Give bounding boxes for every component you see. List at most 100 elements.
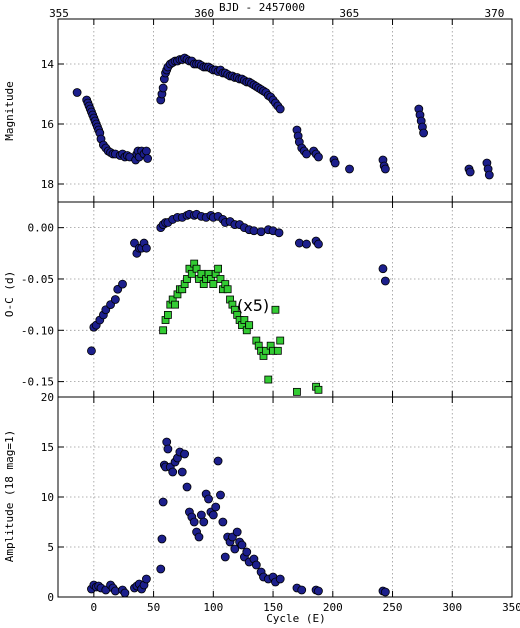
- magnitude-point: [330, 158, 340, 168]
- o-c-superhump-point: [240, 316, 249, 324]
- magnitude-point: [419, 128, 428, 138]
- plot-frame: [57, 201, 513, 398]
- amplitude-point: [142, 574, 151, 584]
- amplitude-point: [237, 540, 247, 550]
- cycle-tick-label: 100: [203, 601, 223, 614]
- amplitude-point: [218, 517, 228, 527]
- amplitude-axis-label: Amplitude (18 mag=1): [3, 430, 16, 562]
- amplitude-point: [297, 585, 307, 595]
- amplitude-point: [213, 456, 223, 466]
- o-c-point: [256, 227, 266, 237]
- cycle-tick-label: 50: [147, 601, 160, 614]
- amplitude-point: [182, 482, 192, 492]
- o-c-point: [118, 279, 127, 289]
- amplitude-point: [168, 467, 178, 477]
- amplitude-point: [242, 547, 252, 557]
- o-c-axis-label: O-C (d): [3, 271, 16, 317]
- magnitude-point: [143, 154, 153, 163]
- bjd-tick-label: 355: [49, 7, 69, 20]
- o-c-tick-label: -0.10: [21, 324, 54, 337]
- o-c-panel: 0.00 -0.05 -0.10 -0.15: [21, 201, 513, 398]
- amplitude-point: [157, 534, 167, 544]
- magnitude-panel: 141618355360365370375: [41, 7, 513, 203]
- bjd-tick-label: 365: [339, 7, 359, 20]
- o-c-point: [110, 295, 120, 304]
- amplitude-point: [232, 527, 242, 537]
- magnitude-point: [465, 167, 475, 177]
- o-c-superhump-point: [293, 387, 301, 396]
- amplitude-tick-label: 0: [47, 591, 54, 604]
- o-c-superhump-point: [164, 310, 172, 319]
- o-c-point: [302, 239, 311, 249]
- cycle-tick-label: 300: [442, 601, 462, 614]
- o-c-point: [249, 226, 259, 236]
- cycle-tick-label: 350: [502, 601, 520, 614]
- cycle-tick-label: 150: [263, 601, 283, 614]
- plot-frame: [57, 396, 513, 598]
- magnitude-point: [142, 146, 151, 156]
- o-c-tick-label: -0.15: [21, 376, 54, 389]
- o-c-superhump-point: [273, 346, 282, 355]
- cycle-tick-label: 200: [323, 601, 343, 614]
- cycle-axis-label: Cycle (E): [266, 612, 326, 625]
- o-c-superhump-point: [216, 275, 225, 283]
- magnitude-point: [345, 164, 354, 174]
- amplitude-point: [189, 517, 199, 527]
- magnitude-tick-label: 14: [41, 58, 55, 71]
- o-c-superhump-point: [159, 326, 168, 335]
- magnitude-point: [72, 88, 82, 97]
- o-c-point: [314, 239, 323, 249]
- amplitude-point: [211, 502, 221, 512]
- amplitude-point: [177, 467, 187, 477]
- magnitude-point: [484, 170, 494, 180]
- amplitude-tick-label: 15: [41, 441, 54, 454]
- o-c-tick-label: 0.00: [28, 222, 55, 235]
- amplitude-point: [163, 444, 173, 454]
- o-c-superhump-point: [271, 305, 280, 314]
- o-c-superhump-point: [209, 280, 218, 289]
- amplitude-point: [180, 449, 190, 459]
- amplitude-point: [120, 588, 130, 598]
- o-c-superhump-point: [245, 321, 254, 330]
- o-c-superhump-point: [314, 385, 323, 394]
- amplitude-tick-label: 10: [41, 491, 54, 504]
- amplitude-point: [158, 497, 168, 507]
- top-axis-label: BJD - 2457000: [219, 1, 305, 14]
- bjd-tick-label: 360: [194, 7, 214, 20]
- amplitude-point: [194, 532, 204, 542]
- o-c-superhump-point: [171, 300, 179, 309]
- magnitude-axis-label: Magnitude: [3, 81, 16, 141]
- magnitude-point: [158, 83, 168, 93]
- magnitude-point: [380, 164, 390, 174]
- o-c-superhump-point: [192, 264, 201, 273]
- magnitude-tick-label: 16: [41, 118, 54, 131]
- amplitude-point: [156, 564, 166, 574]
- amplitude-point: [220, 552, 230, 562]
- magnitude-tick-label: 18: [41, 178, 54, 191]
- bjd-tick-label: 370: [485, 7, 505, 20]
- amplitude-point: [230, 544, 240, 554]
- amplitude-point: [208, 510, 218, 520]
- o-c-superhump-point: [183, 275, 191, 283]
- o-c-point: [142, 243, 151, 253]
- o-c-superhump-point: [214, 264, 222, 273]
- amplitude-point: [110, 586, 120, 596]
- plot-frame: [57, 18, 513, 203]
- amplitude-tick-label: 20: [41, 391, 54, 404]
- o-c-superhump-point: [264, 375, 273, 384]
- amplitude-tick-label: 5: [47, 541, 54, 554]
- amplitude-point: [204, 494, 213, 504]
- magnitude-point: [275, 104, 285, 114]
- o-c-superhump-point: [187, 269, 196, 278]
- o-c-point: [87, 346, 96, 356]
- o-c-superhump-point: [276, 336, 285, 345]
- amplitude-point: [314, 586, 323, 596]
- cycle-tick-label: 250: [383, 601, 403, 614]
- x5-annotation: (x5): [237, 296, 269, 315]
- o-c-point: [274, 228, 284, 238]
- amplitude-point: [275, 574, 285, 584]
- o-c-point: [294, 238, 304, 248]
- amplitude-point: [380, 587, 390, 597]
